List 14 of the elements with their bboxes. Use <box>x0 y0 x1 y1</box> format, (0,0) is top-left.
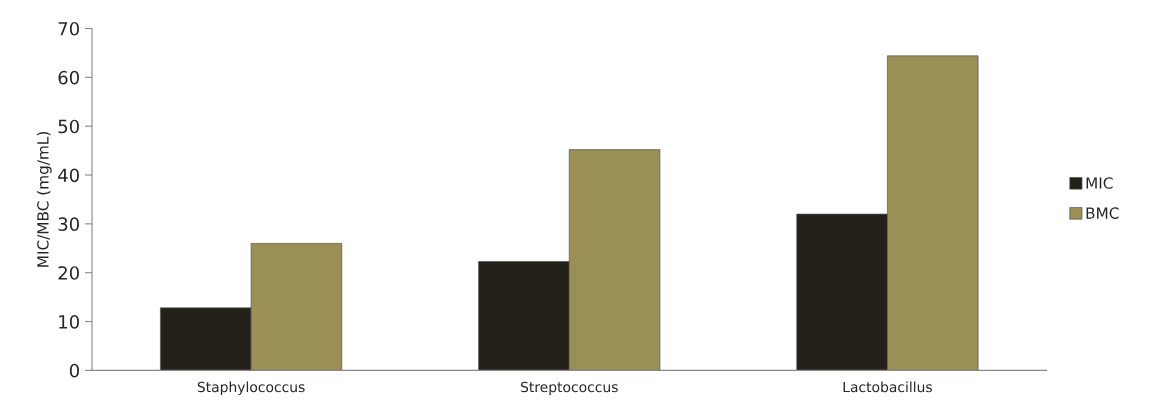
y-tick-label: 0 <box>69 363 79 378</box>
legend-label: MIC <box>1086 177 1113 189</box>
legend-label: BMC <box>1086 207 1119 219</box>
y-tick-label: 30 <box>58 217 79 231</box>
y-tick-label: 50 <box>58 119 79 134</box>
y-tick-label: 40 <box>58 168 79 183</box>
y-axis-title: MIC/MBC (mg/mL) <box>36 132 52 267</box>
y-tick-label: 60 <box>58 70 79 85</box>
y-tick-label: 10 <box>59 314 79 329</box>
y-tick-label: 20 <box>58 266 79 280</box>
x-tick-label: Staphylococcus <box>197 381 305 395</box>
y-tick-label: 70 <box>58 21 79 36</box>
x-tick-label: Lactobacillus <box>843 381 932 393</box>
x-tick-label: Streptococcus <box>520 381 618 395</box>
